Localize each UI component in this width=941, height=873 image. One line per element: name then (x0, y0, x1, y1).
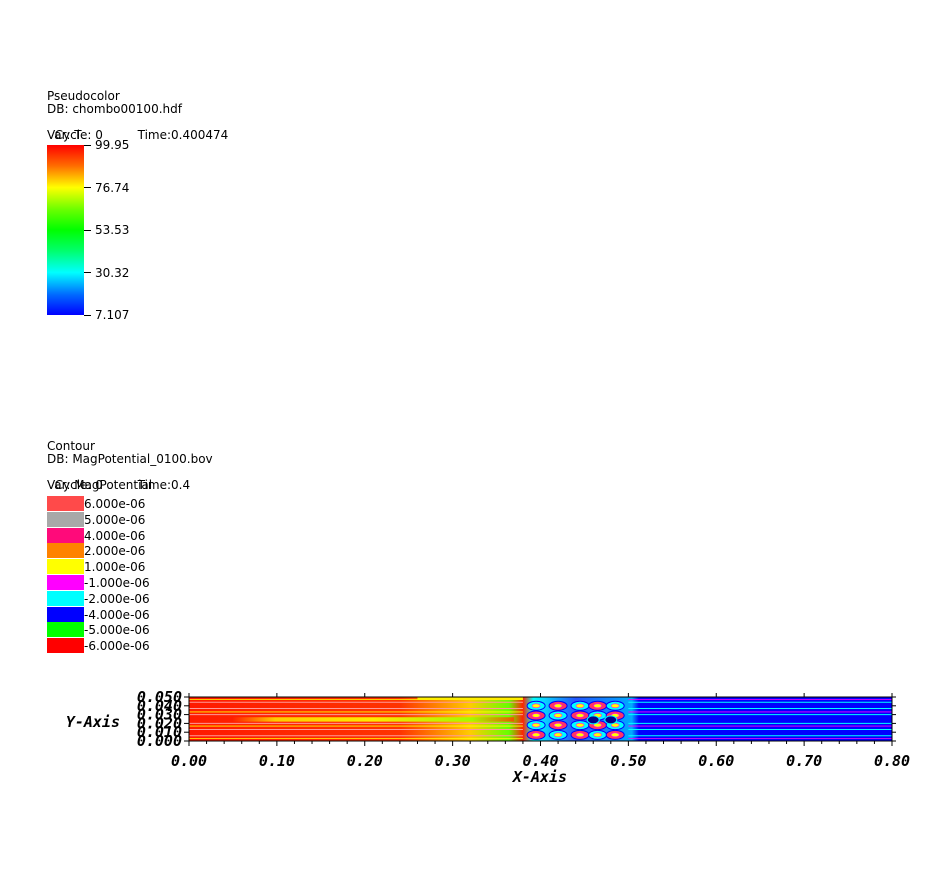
pseudocolor-cycle: Cycle: 0 (54, 127, 103, 142)
vortex-core (553, 713, 563, 718)
colorbar-tick (84, 314, 91, 316)
pseudocolor-db: DB: chombo00100.hdf (47, 102, 182, 116)
vortex-core (575, 732, 585, 738)
vortex-core (531, 703, 541, 709)
colorbar-label: 76.74 (95, 180, 130, 195)
colorbar-label: 99.95 (95, 138, 130, 152)
vortex-core (553, 732, 563, 738)
contour-level-label: -2.000e-06 (84, 591, 150, 606)
vortex-core (610, 703, 620, 709)
x-tick-label: 0.80 (874, 752, 910, 770)
pseudocolor-time: Time:0.400474 (137, 127, 229, 142)
contour-swatch (47, 496, 84, 511)
vortex-core (531, 722, 541, 728)
colorbar-label: 53.53 (95, 223, 130, 237)
pseudocolor-colorbar (47, 145, 84, 315)
contour-swatch (47, 527, 84, 543)
dark-vortex (586, 715, 600, 725)
axes: 0.00 0.10 0.20 0.30 0.40 0.50 0.60 0.70 0.80 0.00… (137, 688, 910, 770)
top-warm-band (417, 697, 523, 700)
contour-swatch (47, 543, 84, 559)
colorbar-tick (84, 272, 91, 273)
colorbar-label: 7.107 (95, 308, 130, 322)
contour-title: Contour (47, 439, 95, 453)
x-tick-label: 0.00 (171, 752, 207, 770)
y-tick-label: 0.000 (137, 732, 182, 750)
contour-db: DB: MagPotential_0100.bov (47, 452, 213, 466)
colorbar-tick (84, 187, 91, 188)
contour-level-label: 4.000e-06 (84, 528, 146, 543)
contour-level-label: 2.000e-06 (84, 544, 146, 559)
contour-swatch (47, 622, 84, 638)
dark-vortex (604, 715, 618, 725)
temperature-field (189, 697, 892, 741)
colorbar-label: 30.32 (95, 265, 130, 280)
y-tick-label: 0.020 (137, 714, 182, 732)
contour-level-label: 5.000e-06 (84, 512, 146, 527)
y-tick-label: 0.050 (137, 688, 182, 706)
contour-swatch (47, 590, 84, 606)
pseudocolor-cycle-time: Cycle: 0 Time:0.400474 (47, 116, 229, 142)
x-tick-label: 0.60 (698, 752, 734, 770)
vortex-core (553, 722, 563, 728)
contour-cycle: Cycle: 0 (54, 477, 103, 492)
x-tick-label: 0.40 (522, 752, 558, 770)
vortex-core (553, 703, 563, 709)
vortex-core (593, 703, 602, 709)
y-tick-label: 0.030 (137, 706, 182, 724)
vortex-core (531, 713, 541, 718)
colorbar-tick (84, 144, 91, 146)
contour-level-label: -1.000e-06 (84, 576, 150, 590)
contour-var: Var: MagPotential (47, 478, 153, 492)
x-axis-title: X-Axis (511, 768, 567, 786)
pseudocolor-title: Pseudocolor (47, 89, 120, 103)
contour-level-label: -5.000e-06 (84, 623, 150, 638)
vortex-core (531, 732, 541, 738)
x-tick-label: 0.20 (347, 752, 383, 770)
y-tick-label: 0.040 (137, 697, 182, 715)
pseudocolor-var: Var: T (47, 128, 82, 142)
contour-swatch (47, 559, 84, 575)
x-tick-label: 0.70 (786, 752, 822, 770)
y-axis-title: Y-Axis (66, 713, 120, 731)
contour-level-label: -6.000e-06 (84, 639, 150, 654)
contour-swatch (47, 606, 84, 622)
x-tick-label: 0.30 (435, 752, 471, 770)
contour-level-label: 1.000e-06 (84, 560, 146, 575)
contour-swatch (47, 638, 84, 654)
vortex-core (575, 722, 585, 728)
vortex-core (610, 732, 620, 738)
contour-swatch (47, 511, 84, 527)
x-tick-label: 0.50 (610, 752, 646, 770)
x-tick-label: 0.10 (259, 752, 295, 770)
contour-level-label: 6.000e-06 (84, 497, 146, 511)
contour-level-label: -4.000e-06 (84, 607, 150, 622)
vortex-core (575, 703, 585, 709)
contour-swatch (47, 575, 84, 590)
vortex-core (575, 713, 585, 718)
colorbar-tick (84, 229, 91, 231)
contour-time: Time:0.4 (137, 477, 191, 492)
vortex-core (593, 732, 602, 738)
y-tick-label: 0.010 (137, 723, 182, 741)
contour-cycle-time: Cycle: 0 Time:0.4 (47, 466, 191, 492)
hot-core-band (232, 717, 515, 722)
